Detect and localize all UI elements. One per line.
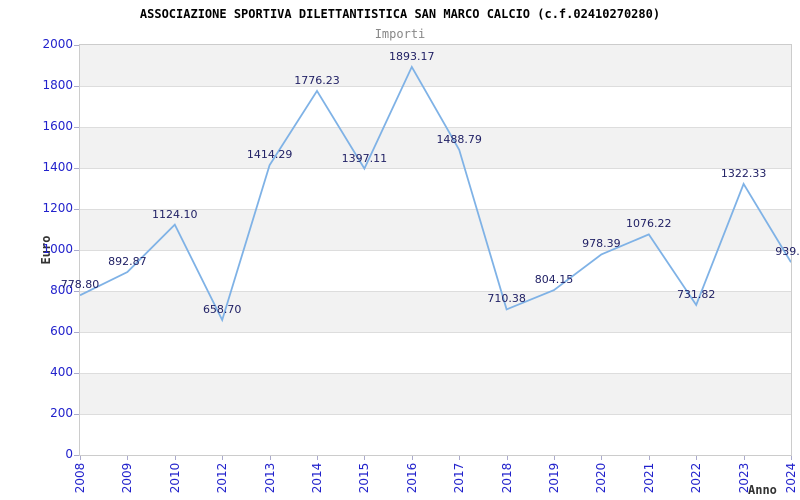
point-value-label: 892.87 [108, 254, 147, 268]
point-value-label: 778.80 [60, 278, 100, 292]
x-tick-label: 2010 [167, 462, 182, 494]
y-tick-mark [74, 168, 79, 169]
point-value-label: 731.82 [676, 287, 716, 301]
y-tick-mark [74, 127, 79, 128]
x-tick-label: 2024 [784, 462, 798, 494]
y-tick-label: 2000 [42, 37, 73, 51]
gridline [80, 168, 791, 169]
x-tick-mark [459, 456, 461, 460]
x-tick-label: 2009 [120, 462, 135, 494]
x-tick-mark [696, 456, 698, 460]
x-tick-mark [364, 456, 366, 460]
y-tick-label: 200 [50, 406, 73, 420]
y-tick-mark [74, 373, 79, 374]
point-value-label: 1893.17 [389, 49, 435, 63]
y-tick-label: 1000 [42, 242, 73, 256]
y-tick-mark [74, 291, 79, 292]
y-tick-label: 800 [50, 283, 73, 297]
data-line [80, 64, 791, 323]
x-tick-mark [554, 456, 555, 460]
y-tick-label: 1200 [42, 201, 73, 215]
plot-area [79, 44, 792, 456]
plot-band [80, 209, 791, 250]
x-axis-title: Anno [748, 483, 777, 497]
gridline [80, 291, 791, 292]
x-tick-label: 2022 [689, 462, 704, 494]
chart-title: ASSOCIAZIONE SPORTIVA DILETTANTISTICA SA… [139, 7, 661, 21]
y-tick-mark [74, 209, 79, 210]
gridline [80, 373, 791, 374]
x-tick-mark [127, 456, 129, 460]
gridline [80, 127, 791, 128]
point-value-label: 1488.79 [436, 132, 482, 146]
gridline [80, 86, 791, 87]
y-tick-mark [74, 332, 79, 333]
x-tick-mark [648, 456, 650, 460]
x-tick-label: 2012 [215, 462, 230, 494]
x-tick-label: 2008 [73, 462, 87, 494]
x-tick-mark [174, 456, 176, 460]
point-value-label: 1397.11 [341, 151, 388, 165]
plot-band [80, 127, 791, 168]
point-value-label: 804.15 [534, 273, 574, 287]
point-value-label: 1124.10 [152, 207, 198, 221]
gridline [80, 250, 791, 251]
x-tick-label: 2021 [641, 462, 656, 494]
y-tick-mark [74, 455, 79, 456]
point-value-label: 939.9 [775, 245, 800, 259]
x-tick-label: 2020 [594, 462, 609, 494]
y-tick-mark [74, 250, 79, 251]
chart-subtitle: Importi [374, 27, 426, 41]
x-tick-label: 2019 [547, 462, 561, 494]
x-tick-mark [269, 456, 271, 460]
data-line-svg [80, 64, 791, 323]
x-tick-label: 2018 [499, 462, 514, 494]
y-tick-label: 0 [65, 447, 73, 461]
y-tick-mark [74, 45, 79, 46]
point-value-label: 1414.29 [246, 148, 293, 162]
point-value-label: 1322.33 [720, 166, 767, 180]
plot-band [80, 373, 791, 414]
y-tick-label: 1400 [42, 160, 73, 174]
x-tick-label: 2017 [452, 462, 467, 494]
x-tick-label: 2016 [404, 462, 419, 494]
gridline [80, 414, 791, 415]
y-tick-label: 600 [50, 324, 73, 338]
x-tick-mark [222, 456, 224, 460]
y-tick-label: 400 [50, 365, 73, 379]
x-tick-mark [506, 456, 508, 460]
x-tick-mark [317, 456, 318, 460]
y-tick-label: 1600 [42, 119, 73, 133]
y-tick-label: 1800 [42, 78, 73, 92]
x-tick-mark [411, 456, 413, 460]
point-value-label: 710.38 [487, 292, 526, 306]
x-tick-label: 2014 [310, 462, 324, 494]
point-value-label: 1776.23 [294, 73, 340, 87]
x-tick-label: 2013 [262, 462, 277, 494]
x-tick-mark [791, 456, 792, 460]
point-value-label: 1076.22 [626, 217, 672, 231]
x-tick-mark [601, 456, 603, 460]
y-tick-mark [74, 414, 79, 415]
gridline [80, 332, 791, 333]
plot-band [80, 291, 791, 332]
gridline [80, 209, 791, 210]
x-tick-mark [80, 456, 81, 460]
x-tick-mark [743, 456, 745, 460]
point-value-label: 978.39 [582, 237, 621, 251]
x-tick-label: 2015 [357, 462, 372, 494]
y-tick-mark [74, 86, 79, 87]
x-tick-label: 2023 [736, 462, 751, 494]
plot-band [80, 45, 791, 86]
point-value-label: 658.70 [202, 302, 242, 316]
